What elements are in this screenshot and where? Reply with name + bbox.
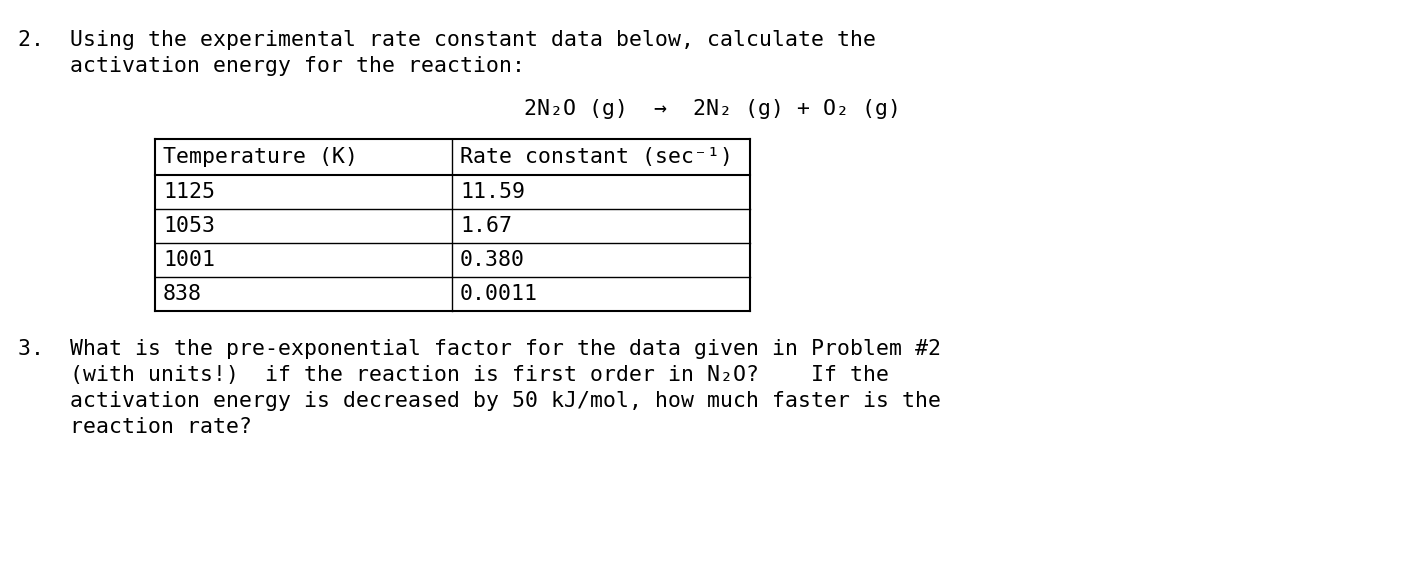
Text: 3.  What is the pre-exponential factor for the data given in Problem #2: 3. What is the pre-exponential factor fo…: [19, 339, 941, 359]
Text: 0.380: 0.380: [461, 250, 525, 270]
Text: Rate constant (sec⁻¹): Rate constant (sec⁻¹): [461, 147, 733, 167]
Text: 838: 838: [163, 284, 202, 304]
Text: (with units!)  if the reaction is first order in N₂O?    If the: (with units!) if the reaction is first o…: [19, 365, 888, 385]
Text: 1.67: 1.67: [461, 216, 512, 236]
Text: 1125: 1125: [163, 182, 215, 202]
Text: Temperature (K): Temperature (K): [163, 147, 358, 167]
Text: 0.0011: 0.0011: [461, 284, 538, 304]
Text: activation energy for the reaction:: activation energy for the reaction:: [19, 56, 525, 76]
Text: 1001: 1001: [163, 250, 215, 270]
Text: 11.59: 11.59: [461, 182, 525, 202]
Text: activation energy is decreased by 50 kJ/mol, how much faster is the: activation energy is decreased by 50 kJ/…: [19, 391, 941, 411]
Text: reaction rate?: reaction rate?: [19, 417, 252, 437]
Text: 2N₂O (g)  →  2N₂ (g) + O₂ (g): 2N₂O (g) → 2N₂ (g) + O₂ (g): [525, 99, 901, 119]
Text: 1053: 1053: [163, 216, 215, 236]
Text: 2.  Using the experimental rate constant data below, calculate the: 2. Using the experimental rate constant …: [19, 30, 876, 50]
